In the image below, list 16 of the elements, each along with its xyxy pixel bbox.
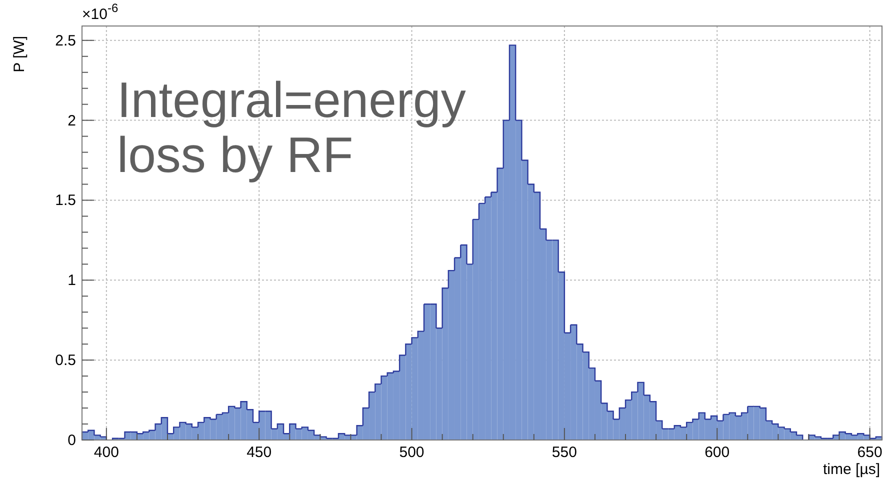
annotation: Integral=energy loss by RF (117, 72, 466, 183)
y-tick-label: 1.5 (55, 192, 76, 210)
x-tick-label: 650 (857, 444, 882, 461)
y-tick-label: 1 (68, 272, 76, 290)
x-axis-title: time [µs] (823, 461, 880, 478)
text: ×10$^{-6}$ (82, 1, 118, 23)
x-tick-label: 600 (704, 444, 730, 461)
y-axis-title: P [W] (11, 36, 28, 72)
x-tick-label: 450 (246, 444, 272, 461)
x-tick-label: 400 (94, 444, 119, 461)
y-tick-label: 2.5 (55, 32, 76, 50)
y-tick-label: 2 (68, 112, 76, 130)
x-tick-label: 500 (399, 444, 424, 461)
y-tick-label: 0.5 (55, 352, 76, 370)
y-tick-label: 0 (68, 432, 76, 449)
x-tick-label: 550 (552, 444, 577, 461)
